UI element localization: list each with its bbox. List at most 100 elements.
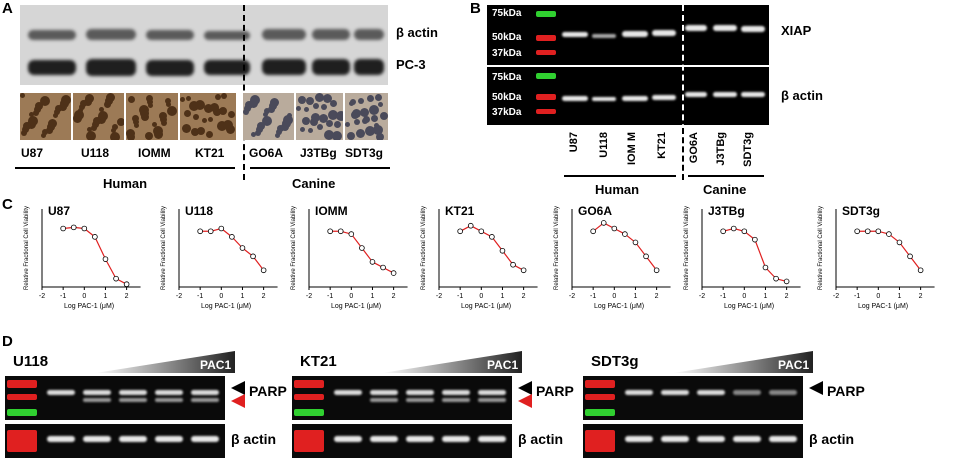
x-tick-label: 1 xyxy=(898,293,902,300)
x-axis-label: Log PAC-1 (μM) xyxy=(858,303,908,310)
panel-a-label-pc3: PC-3 xyxy=(396,57,426,72)
x-tick-label: 1 xyxy=(634,293,638,300)
panel-a-group-human: Human xyxy=(103,176,148,191)
panel-b-label-actin: β actin xyxy=(781,88,823,103)
x-tick-label: 0 xyxy=(219,293,223,300)
dose-response-plot: -2 -1 0 1 2 Log PAC-1 (μM) Relative Fractional… xyxy=(24,204,141,310)
data-point xyxy=(907,253,913,260)
x-tick-label: 0 xyxy=(612,293,616,300)
plot-axes xyxy=(438,209,538,288)
data-point xyxy=(741,228,748,235)
y-axis-label: Relative Fractional Cell Viability xyxy=(554,206,560,290)
x-axis-label: Log PAC-1 (μM) xyxy=(331,303,381,310)
panel-b-marker-75: 75kDa xyxy=(492,8,522,19)
data-point xyxy=(457,228,463,235)
actin-label: β actin xyxy=(518,431,564,447)
panel-a-label-actin: β actin xyxy=(396,25,438,40)
data-point xyxy=(590,228,596,235)
panel-b-divider-lower xyxy=(682,128,684,180)
full-length-parp-arrow-icon xyxy=(809,381,823,395)
actin-blot xyxy=(292,424,512,458)
data-point xyxy=(92,234,98,240)
panel-b-lane-j3tbg: J3TBg xyxy=(715,132,727,166)
fit-curve xyxy=(592,222,658,271)
x-tick-label: -2 xyxy=(39,293,45,300)
data-point xyxy=(70,224,77,231)
data-point xyxy=(752,236,758,243)
panel-b-letter: B xyxy=(470,0,481,17)
x-tick-label: 2 xyxy=(522,293,526,300)
data-point xyxy=(239,245,246,251)
panel-b-group-human: Human xyxy=(595,182,640,197)
plot-title: KT21 xyxy=(445,204,475,218)
panel-b-human-underline xyxy=(564,175,676,177)
fit-curve xyxy=(857,230,922,271)
dose-response-plot: -2 -1 0 1 2 Log PAC-1 (μM) Relative Fractional… xyxy=(421,204,538,310)
data-point xyxy=(467,222,474,229)
panel-d-letter: D xyxy=(2,333,13,350)
plot-title: J3TBg xyxy=(708,204,745,218)
data-point xyxy=(489,234,495,240)
data-point xyxy=(60,225,66,232)
panel-a-lane-kt21: KT21 xyxy=(195,146,225,160)
data-point xyxy=(886,231,892,237)
data-point xyxy=(917,267,924,274)
data-point xyxy=(783,278,790,285)
plot-title: IOMM xyxy=(315,204,348,218)
data-point xyxy=(250,253,256,260)
x-tick-label: 2 xyxy=(655,293,659,300)
plot-axes xyxy=(178,209,278,288)
parp-blot xyxy=(5,376,225,420)
x-tick-label: 2 xyxy=(392,293,396,300)
panel-a-letter: A xyxy=(2,0,13,17)
blot-cell-line: SDT3g xyxy=(591,353,639,370)
x-axis-label: Log PAC-1 (μM) xyxy=(461,303,511,310)
dose-response-plot: -2 -1 0 1 2 Log PAC-1 (μM) Relative Fractional… xyxy=(818,204,935,310)
panel-a-group-canine: Canine xyxy=(292,176,336,191)
x-tick-label: -2 xyxy=(436,293,442,300)
x-axis-label: Log PAC-1 (μM) xyxy=(724,303,774,310)
y-axis-label: Relative Fractional Cell Viability xyxy=(161,206,167,290)
parp-blot xyxy=(583,376,803,420)
panel-a-lane-u118: U118 xyxy=(81,146,110,160)
ihc-image xyxy=(243,93,294,140)
plot-title: U87 xyxy=(48,204,70,218)
x-tick-label: 2 xyxy=(262,293,266,300)
panel-b-divider xyxy=(682,5,684,180)
data-point xyxy=(348,231,355,237)
y-axis-label: Relative Fractional Cell Viability xyxy=(421,206,427,290)
data-point xyxy=(632,239,639,246)
x-tick-label: 0 xyxy=(742,293,746,300)
data-point xyxy=(896,239,903,246)
x-tick-label: -2 xyxy=(176,293,182,300)
y-axis-label: Relative Fractional Cell Viability xyxy=(818,206,824,290)
data-point xyxy=(854,228,860,235)
y-axis-label: Relative Fractional Cell Viability xyxy=(684,206,690,290)
ihc-image xyxy=(296,93,343,140)
panel-a-lane-go6a: GO6A xyxy=(249,146,284,160)
x-tick-label: -1 xyxy=(197,293,203,300)
panel-a-lane-u87: U87 xyxy=(21,146,44,160)
dose-response-plot: -2 -1 0 1 2 Log PAC-1 (μM) Relative Fractional… xyxy=(291,204,408,310)
x-tick-label: -2 xyxy=(833,293,839,300)
x-tick-label: 1 xyxy=(104,293,108,300)
data-point xyxy=(520,267,527,274)
data-point xyxy=(762,264,769,271)
data-point xyxy=(600,220,607,226)
x-tick-label: 1 xyxy=(501,293,505,300)
data-point xyxy=(510,261,516,268)
panel-c-letter: C xyxy=(2,196,13,213)
data-point xyxy=(864,228,871,235)
x-axis-label: Log PAC-1 (μM) xyxy=(201,303,251,310)
blot-cell-line: U118 xyxy=(13,353,49,370)
x-tick-label: 2 xyxy=(785,293,789,300)
x-axis-label: Log PAC-1 (μM) xyxy=(64,303,114,310)
actin-blot xyxy=(5,424,225,458)
x-tick-label: -1 xyxy=(60,293,66,300)
x-tick-label: 0 xyxy=(479,293,483,300)
data-point xyxy=(327,228,333,235)
blot-cell-line: KT21 xyxy=(300,353,337,370)
y-axis-label: Relative Fractional Cell Viability xyxy=(291,206,297,290)
data-point xyxy=(207,228,214,235)
parp-label: PARP xyxy=(827,383,865,399)
